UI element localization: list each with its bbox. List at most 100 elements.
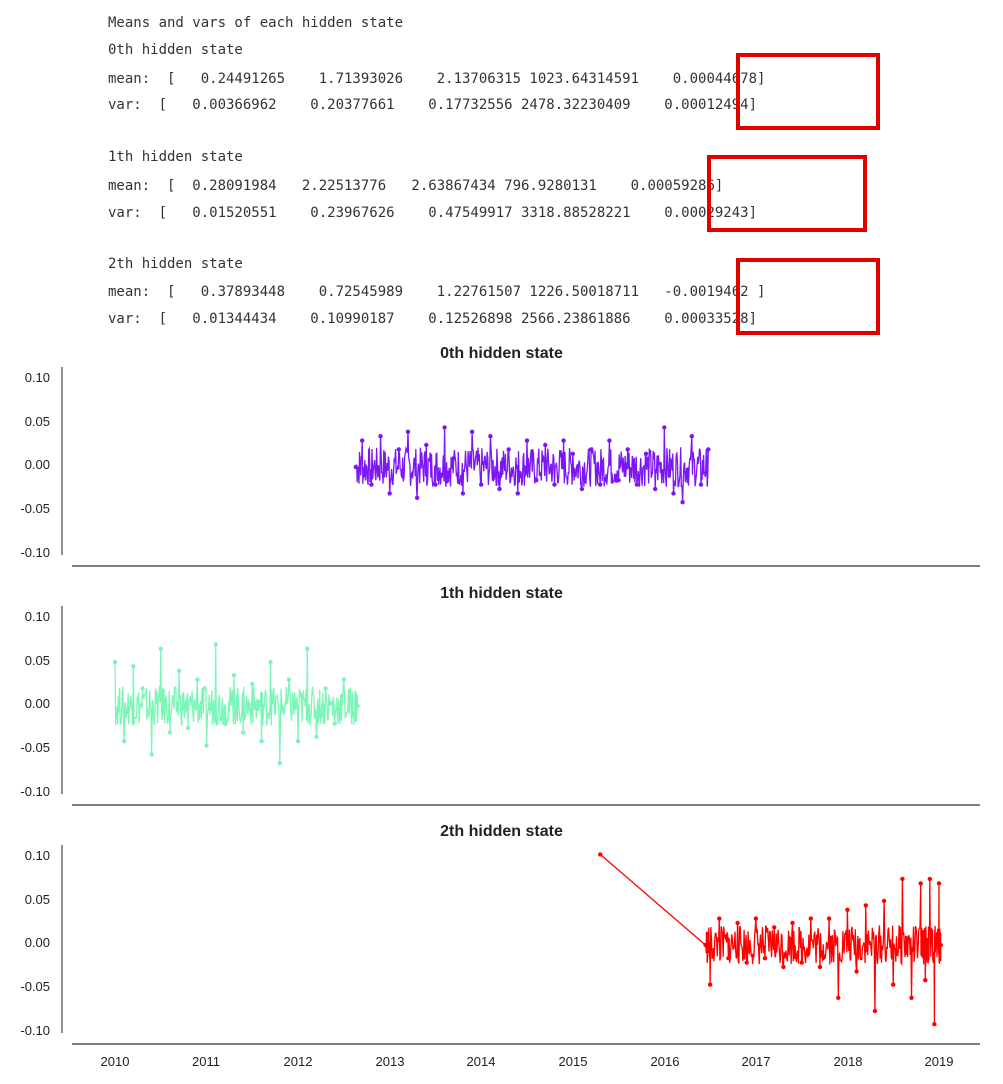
data-point	[753, 916, 759, 921]
ytick-label: -0.05	[20, 740, 50, 755]
state1-title: 1th hidden state	[108, 149, 243, 165]
data-point	[222, 721, 228, 726]
data-point	[598, 482, 603, 487]
data-point	[213, 642, 218, 647]
data-point	[433, 482, 438, 487]
data-point	[451, 456, 456, 461]
data-point	[772, 925, 777, 930]
xtick-label: 2014	[466, 1054, 496, 1069]
xtick-label: 2013	[375, 1054, 405, 1069]
data-point	[460, 491, 466, 496]
data-point	[122, 739, 127, 744]
data-point	[369, 482, 374, 487]
data-point	[927, 876, 932, 882]
data-point	[703, 942, 708, 948]
data-point	[259, 739, 264, 744]
ytick-label: 0.00	[24, 457, 50, 472]
data-point	[570, 451, 575, 456]
data-point	[195, 677, 200, 682]
data-point	[936, 881, 942, 886]
state2-title: 2th hidden state	[108, 256, 243, 272]
data-point	[305, 646, 310, 651]
data-point	[286, 677, 292, 682]
data-point	[341, 677, 347, 682]
data-point	[131, 664, 136, 669]
xtick-label: 2016	[650, 1054, 680, 1069]
data-point	[479, 482, 484, 487]
data-point	[167, 730, 173, 735]
data-point	[607, 438, 612, 443]
data-point	[543, 442, 548, 448]
ytick-label: 0.00	[24, 935, 50, 950]
data-point	[872, 1008, 878, 1014]
ytick-label: -0.10	[20, 1023, 50, 1038]
data-point	[744, 960, 749, 965]
data-point	[881, 898, 887, 904]
state1-mean: mean: [ 0.28091984 2.22513776 2.63867434…	[108, 178, 724, 194]
data-point	[231, 673, 237, 678]
data-point	[353, 464, 358, 470]
data-point	[826, 916, 832, 921]
data-point	[726, 956, 731, 961]
data-point	[506, 447, 511, 452]
xtick-label: 2015	[558, 1054, 588, 1069]
data-point	[735, 920, 740, 926]
data-point	[405, 429, 411, 434]
data-point	[836, 995, 841, 1000]
chart-series	[112, 425, 943, 1027]
data-point	[112, 659, 118, 665]
data-point	[414, 495, 420, 500]
data-point	[790, 920, 795, 926]
data-point	[268, 659, 273, 665]
data-point	[671, 491, 676, 496]
data-point	[149, 752, 154, 757]
data-point	[932, 1021, 937, 1027]
data-point	[909, 995, 914, 1000]
data-point	[854, 969, 859, 974]
data-point	[579, 486, 585, 492]
xtick-label: 2010	[100, 1054, 130, 1069]
data-point	[524, 438, 530, 443]
data-point	[662, 425, 667, 430]
data-point	[817, 964, 823, 970]
data-point	[923, 978, 928, 983]
data-point	[588, 447, 594, 452]
ytick-label: 0.05	[24, 414, 50, 429]
series-line	[114, 644, 359, 764]
state2-mean: mean: [ 0.37893448 0.72545989 1.22761507…	[108, 284, 766, 300]
data-point	[689, 434, 694, 439]
console-header: Means and vars of each hidden state	[108, 15, 404, 31]
data-point	[360, 438, 365, 443]
data-point	[938, 942, 943, 948]
data-point	[706, 447, 711, 452]
state0-mean: mean: [ 0.24491265 1.71393026 2.13706315…	[108, 71, 766, 87]
xtick-label: 2017	[741, 1054, 771, 1069]
ytick-label: 0.10	[24, 848, 50, 863]
data-point	[424, 442, 429, 448]
ytick-label: -0.10	[20, 545, 50, 560]
data-point	[717, 916, 722, 921]
data-point	[488, 434, 493, 439]
data-point	[323, 686, 328, 691]
data-point	[707, 982, 713, 987]
data-point	[762, 956, 768, 961]
ytick-label: 0.00	[24, 696, 50, 711]
data-point	[643, 451, 649, 456]
state0-var: var: [ 0.00366962 0.20377661 0.17732556 …	[108, 97, 758, 113]
highlight-box-state2	[736, 258, 880, 335]
state1-var: var: [ 0.01520551 0.23967626 0.47549917 …	[108, 205, 758, 221]
ytick-label: 0.10	[24, 370, 50, 385]
data-point	[515, 491, 520, 496]
ytick-label: -0.05	[20, 979, 50, 994]
xtick-label: 2019	[924, 1054, 954, 1069]
ytick-label: -0.10	[20, 784, 50, 799]
data-point	[799, 960, 804, 965]
data-point	[561, 438, 566, 443]
xtick-label: 2012	[283, 1054, 313, 1069]
state2-var: var: [ 0.01344434 0.10990187 0.12526898 …	[108, 311, 758, 327]
data-point	[396, 447, 401, 452]
data-point	[625, 447, 630, 452]
data-point	[534, 478, 539, 483]
data-point	[808, 916, 813, 921]
data-point	[442, 425, 447, 430]
